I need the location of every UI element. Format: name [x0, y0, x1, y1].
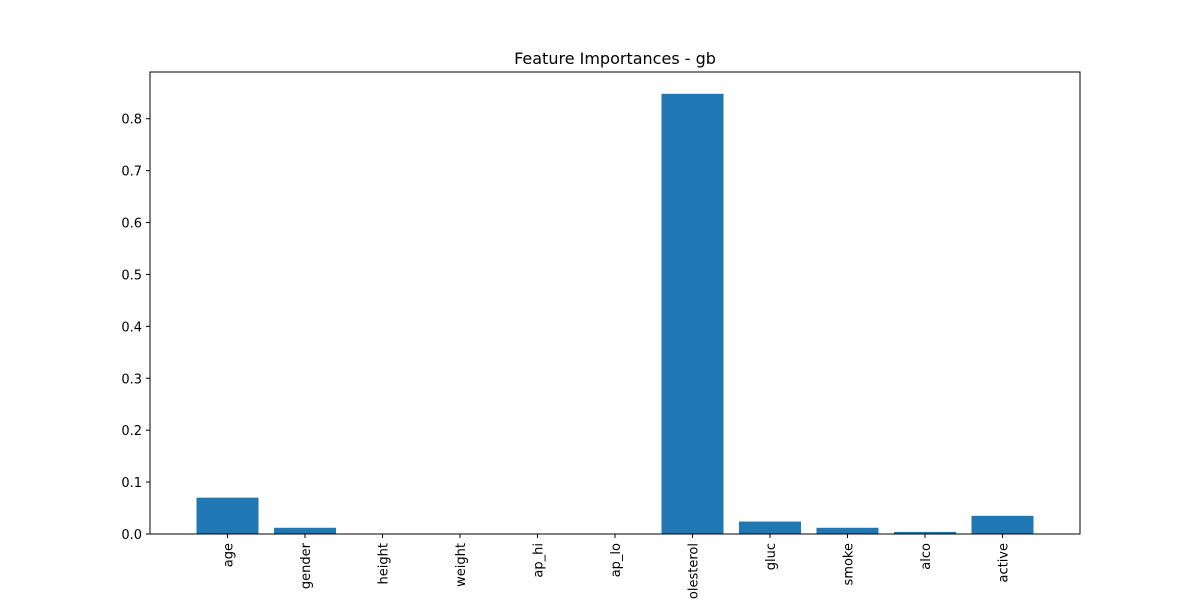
x-tick-label-weight: weight — [454, 543, 469, 587]
x-tick-label-gluc: gluc — [764, 543, 779, 570]
bar-gender — [274, 527, 336, 534]
x-tick-label-active: active — [997, 543, 1012, 583]
y-tick-label: 0.0 — [121, 528, 142, 543]
y-tick-label: 0.5 — [121, 268, 142, 283]
y-tick-label: 0.3 — [121, 372, 142, 387]
bar-cholesterol — [661, 93, 724, 534]
x-tick-label-age: age — [222, 543, 237, 567]
y-tick-label: 0.1 — [121, 476, 142, 491]
bar-alco — [894, 531, 956, 534]
x-tick-label-ap_lo: ap_lo — [609, 543, 624, 577]
bar-gluc — [739, 521, 801, 534]
y-axis: 0.0 0.1 0.2 0.3 0.4 0.5 0.6 0.7 0.8 — [121, 113, 150, 543]
bar-active — [971, 515, 1034, 534]
x-tick-label-height: height — [377, 543, 392, 584]
bar-smoke — [816, 527, 879, 534]
bar-age — [196, 497, 259, 534]
x-tick-label-smoke: smoke — [842, 543, 857, 585]
y-tick-label: 0.8 — [121, 113, 142, 128]
x-axis: age gender height weight ap_hi ap_lo cholester… — [222, 534, 1012, 600]
x-tick-label-alco: alco — [919, 543, 934, 570]
bars-group — [196, 93, 1034, 534]
y-tick-label: 0.4 — [121, 320, 142, 335]
x-tick-label-ap_hi: ap_hi — [532, 543, 547, 578]
chart-title: Feature Importances - gb — [514, 49, 716, 68]
plot-area-frame — [149, 71, 1081, 535]
y-tick-label: 0.7 — [121, 165, 142, 180]
y-tick-label: 0.6 — [121, 217, 142, 232]
y-tick-label: 0.2 — [121, 424, 142, 439]
x-tick-label-cholesterol: cholesterol — [687, 543, 702, 600]
x-tick-label-gender: gender — [299, 542, 314, 589]
